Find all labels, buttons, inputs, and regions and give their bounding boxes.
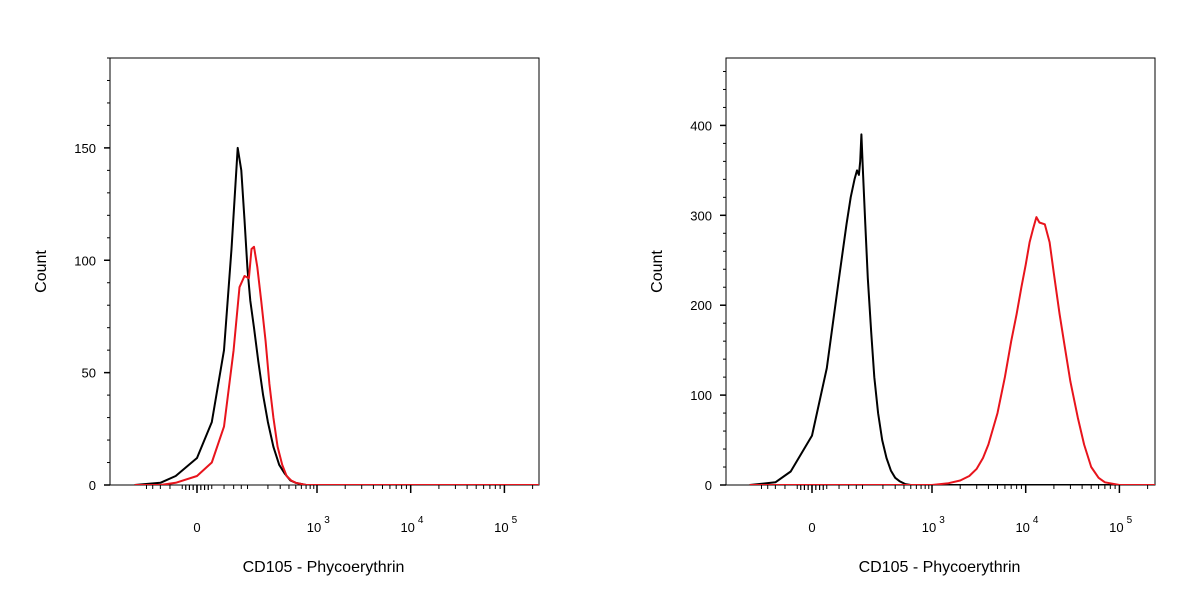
x-axis-label: CD105 - Phycoerythrin [243, 559, 405, 576]
x-tick-exponent: 4 [1033, 515, 1039, 526]
y-tick-label: 100 [690, 388, 712, 403]
y-tick-label: 300 [690, 208, 712, 223]
x-tick-exponent: 5 [512, 515, 518, 526]
y-tick-label: 200 [690, 298, 712, 313]
y-axis-label: Count [33, 250, 50, 293]
x-tick-label: 10 [922, 520, 936, 535]
y-tick-label: 100 [74, 253, 96, 268]
x-tick-label: 10 [400, 520, 414, 535]
y-tick-label: 150 [74, 141, 96, 156]
x-axis-label: CD105 - Phycoerythrin [859, 559, 1021, 576]
y-tick-label: 0 [705, 478, 712, 493]
x-tick-exponent: 5 [1127, 515, 1133, 526]
x-tick-label: 10 [494, 520, 508, 535]
histogram-series-1 [749, 133, 1155, 485]
x-tick-label: 0 [193, 520, 200, 535]
y-tick-label: 50 [82, 366, 96, 381]
plot-frame [725, 57, 1156, 486]
histogram-series-2 [749, 216, 1155, 485]
histogram-series-2 [134, 245, 539, 485]
x-tick-label: 10 [307, 520, 321, 535]
y-tick-label: 0 [89, 478, 96, 493]
y-tick-label: 400 [690, 118, 712, 133]
histogram-series-1 [134, 146, 539, 485]
y-axis-label: Count [649, 250, 666, 293]
x-tick-exponent: 3 [939, 515, 945, 526]
x-tick-label: 0 [808, 520, 815, 535]
x-tick-exponent: 3 [324, 515, 330, 526]
x-tick-label: 10 [1015, 520, 1029, 535]
plot-frame [109, 57, 540, 486]
x-tick-label: 10 [1109, 520, 1123, 535]
x-tick-exponent: 4 [418, 515, 424, 526]
